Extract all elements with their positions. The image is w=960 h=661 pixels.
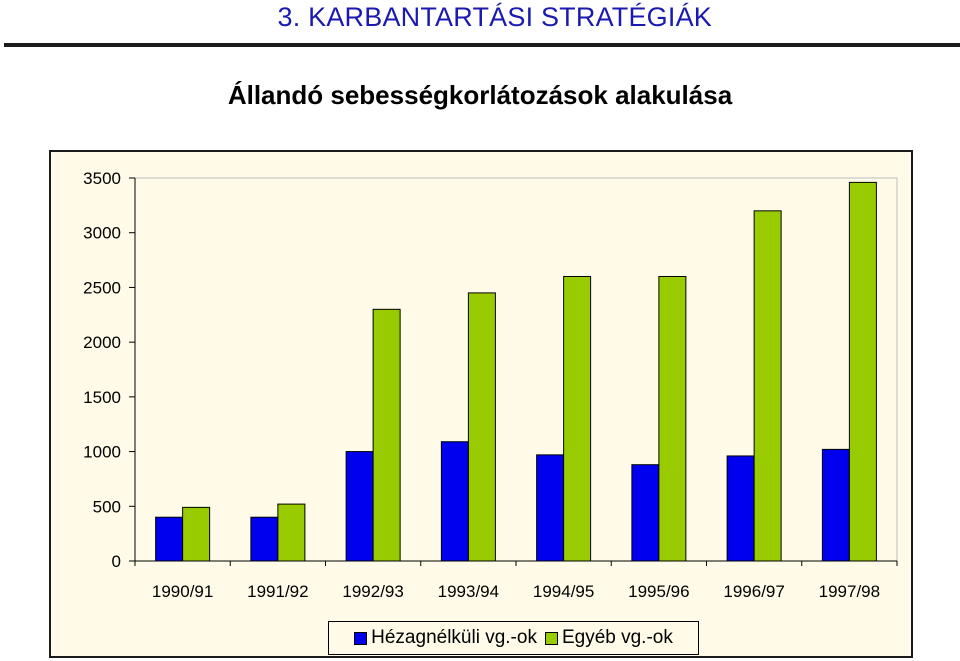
chart-legend: Hézagnélküli vg.-ok Egyéb vg.-ok [328,621,699,655]
bar-series-2 [848,181,877,562]
bar-series-1 [631,464,660,562]
bar-series-1 [440,441,469,562]
chart-title: Állandó sebességkorlátozások alakulása [227,80,733,110]
x-tick-label: 1993/94 [438,582,499,601]
legend-item-series-1: Hézagnélküli vg.-ok [354,627,537,649]
legend-item-series-2: Egyéb vg.-ok [544,627,673,649]
x-tick-label: 1990/91 [152,582,213,601]
x-tick-label: 1994/95 [533,582,594,601]
x-tick-label: 1991/92 [247,582,308,601]
x-tick-label: 1996/97 [723,582,784,601]
section-heading: 3. KARBANTARTÁSI STRATÉGIÁK [277,2,712,32]
bar-series-2 [372,308,401,562]
y-tick-label: 3000 [83,224,121,243]
heading-rule [4,43,960,47]
legend-label-series-2: Egyéb vg.-ok [561,627,673,648]
bar-series-2 [277,503,306,562]
y-tick-label: 1500 [83,388,121,407]
x-tick-label: 1997/98 [819,582,880,601]
x-tick-label: 1992/93 [342,582,403,601]
bar-series-1 [726,455,755,562]
y-tick-label: 0 [112,552,121,571]
legend-label-series-1: Hézagnélküli vg.-ok [371,627,537,648]
y-tick-label: 2500 [83,278,121,297]
x-tick-label: 1995/96 [628,582,689,601]
legend-swatch-series-1 [354,631,368,645]
bar-series-2 [753,210,782,562]
y-tick-label: 3500 [83,169,121,188]
y-tick-label: 1000 [83,443,121,462]
bar-series-1 [155,516,184,562]
bar-series-2 [658,275,687,562]
legend-swatch-series-2 [544,631,558,645]
y-tick-label: 500 [93,497,121,516]
bar-chart: 0 500 1000 1500 2000 2500 3000 3500 1990/91 1991/… [83,169,898,601]
chart-panel: 0 500 1000 1500 2000 2500 3000 3500 1990/91 1991/… [49,150,913,658]
bar-series-2 [182,506,211,562]
bar-series-1 [821,448,850,562]
bar-series-1 [250,516,279,562]
bar-series-2 [467,292,496,562]
y-tick-label: 2000 [83,333,121,352]
bar-series-2 [563,275,592,562]
bar-series-1 [536,454,565,562]
bar-series-1 [345,451,374,562]
